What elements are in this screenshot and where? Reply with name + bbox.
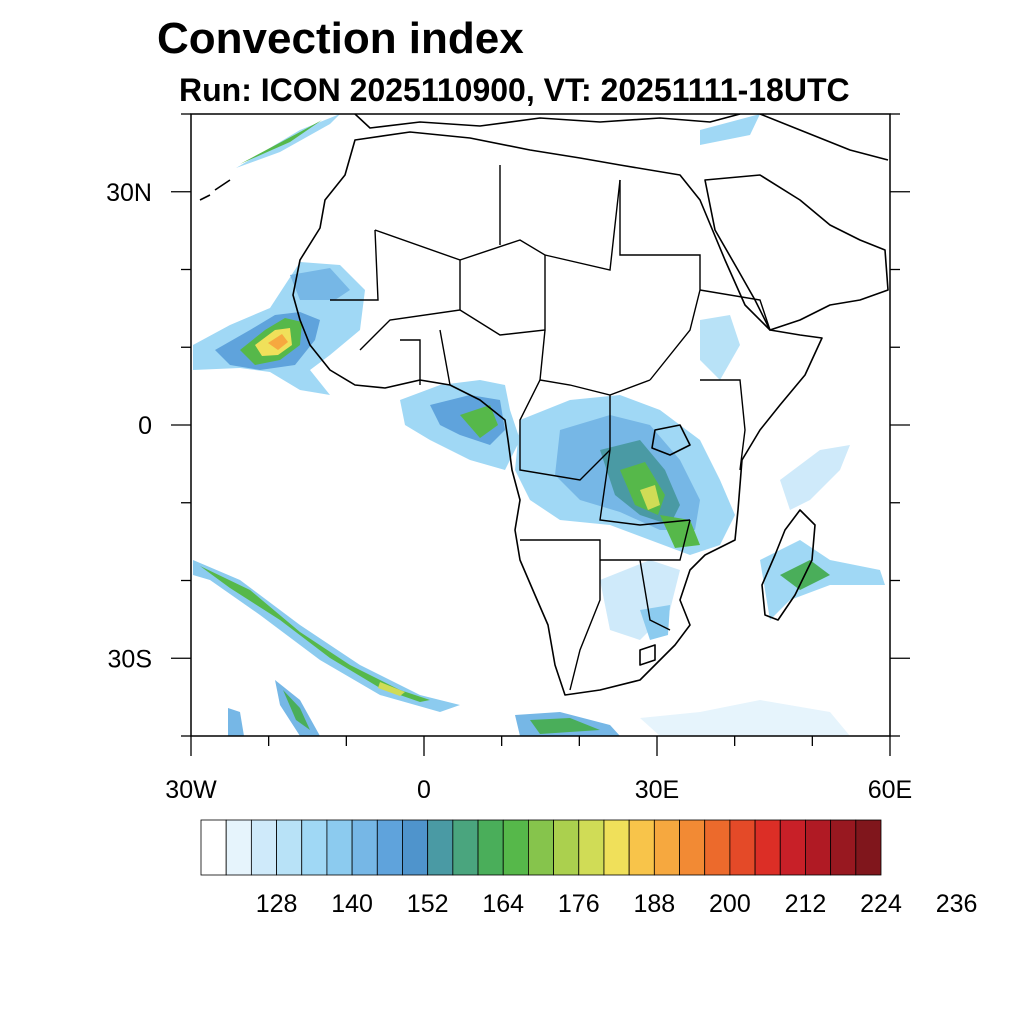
colorbar-swatch	[452, 819, 479, 876]
lon-tick-label: 0	[417, 776, 431, 804]
africa-coastline	[292, 131, 823, 696]
colorbar-swatch	[200, 819, 227, 876]
colorbar-swatch	[779, 819, 806, 876]
colorbar-swatch	[830, 819, 857, 876]
colorbar: 128 140 152 164 176 188 200 212 224 236	[200, 819, 978, 918]
colorbar-label: 176	[558, 890, 600, 918]
colorbar-label: 236	[936, 890, 978, 918]
colorbar-swatch	[754, 819, 781, 876]
country-borders	[330, 165, 771, 691]
colorbar-swatch	[250, 819, 277, 876]
colorbar-swatch	[528, 819, 554, 876]
colorbar-swatch	[729, 819, 756, 876]
colorbar-swatch	[402, 819, 429, 876]
colorbar-swatch	[603, 819, 630, 876]
lon-tick-label: 30E	[635, 776, 679, 804]
colorbar-label: 152	[407, 890, 449, 918]
colorbar-label: 128	[256, 890, 298, 918]
colorbar-label: 200	[709, 890, 751, 918]
madagascar-coastline	[761, 509, 816, 621]
colorbar-label: 140	[331, 890, 373, 918]
colorbar-swatch	[805, 819, 832, 876]
axis-ticks: 30W 0 30E 60E 30N 0 30S	[106, 113, 912, 804]
colorbar-swatch	[855, 819, 882, 876]
colorbar-swatch	[679, 819, 706, 876]
colorbar-label: 212	[785, 890, 827, 918]
coastlines	[199, 114, 889, 696]
lon-tick-label: 30W	[165, 776, 217, 804]
colorbar-swatch	[502, 819, 529, 876]
colorbar-swatch	[225, 819, 252, 876]
chart-title: Convection index	[157, 14, 524, 63]
colorbar-swatch	[628, 819, 655, 876]
colorbar-swatch	[351, 819, 378, 876]
colorbar-swatch	[704, 819, 731, 876]
lat-tick-label: 30S	[108, 645, 152, 673]
colorbar-swatch	[553, 819, 580, 876]
lat-tick-label: 0	[138, 412, 152, 440]
lat-tick-label: 30N	[106, 179, 152, 207]
colorbar-swatch	[477, 819, 504, 876]
colorbar-label: 164	[482, 890, 524, 918]
colorbar-swatch	[578, 819, 605, 876]
colorbar-label: 188	[633, 890, 675, 918]
colorbar-swatch	[653, 819, 680, 876]
colorbar-swatch	[427, 819, 454, 876]
colorbar-swatch	[301, 819, 328, 876]
convection-field	[193, 114, 885, 736]
streak-south-atlantic	[193, 560, 460, 712]
arabia-coastline	[704, 174, 889, 331]
run-subtitle: Run: ICON 2025110900, VT: 20251111-18UTC	[179, 72, 850, 108]
colorbar-swatch	[326, 819, 353, 876]
lon-tick-label: 60E	[868, 776, 912, 804]
colorbar-swatch	[276, 819, 303, 876]
colorbar-swatch	[376, 819, 403, 876]
colorbar-label: 224	[860, 890, 902, 918]
